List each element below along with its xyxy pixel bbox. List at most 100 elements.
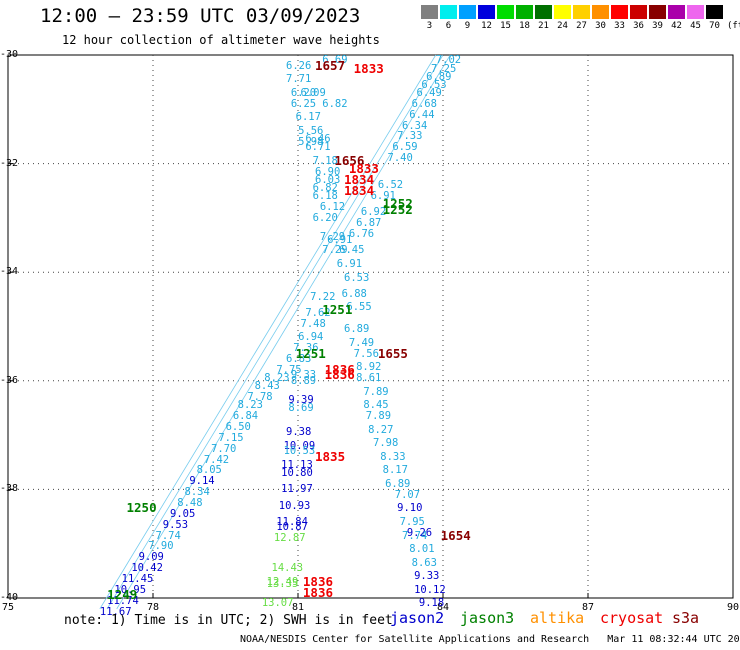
swh-value-label: 11.74 bbox=[107, 594, 139, 607]
swh-value-label: 9.33 bbox=[290, 369, 317, 382]
swh-value-label: 8.69 bbox=[288, 401, 314, 414]
swh-value-label: 10.87 bbox=[276, 521, 308, 534]
swh-value-label: 8.27 bbox=[368, 423, 394, 436]
swh-value-label: 6.12 bbox=[319, 201, 346, 214]
track-band-line bbox=[99, 54, 437, 610]
swh-value-label: 6.49 bbox=[416, 87, 442, 99]
swh-value-label: 6.26 bbox=[286, 59, 312, 72]
swh-value-label: 7.90 bbox=[148, 540, 174, 553]
swh-value-label: 6.89 bbox=[385, 477, 411, 490]
longitude-label: 78 bbox=[147, 602, 160, 613]
pass-time-label: 1656 bbox=[334, 152, 365, 168]
swh-value-label: 9.38 bbox=[286, 426, 312, 439]
legend-label: 70 bbox=[709, 21, 720, 31]
swh-value-label: 7.02 bbox=[435, 54, 462, 67]
satellite-legend-cryosat: cryosat bbox=[600, 609, 664, 627]
swh-value-label: 6.82 bbox=[322, 97, 348, 110]
swh-value-label: 6.53 bbox=[344, 271, 370, 284]
swh-value-label: 6.46 bbox=[305, 133, 331, 146]
legend-label: 30 bbox=[595, 21, 606, 31]
swh-value-label: 5.56 bbox=[298, 125, 324, 138]
swh-value-label: 7.36 bbox=[293, 342, 319, 355]
swh-value-label: 7.49 bbox=[348, 336, 375, 349]
latitude-label: -30 bbox=[0, 49, 19, 60]
swh-value-label: 11.13 bbox=[281, 458, 313, 471]
swh-value-label: 7.56 bbox=[353, 347, 379, 360]
swh-value-label: 6.91 bbox=[336, 258, 363, 271]
note-text: note: 1) Time is in UTC; 2) SWH is in fe… bbox=[64, 613, 393, 628]
swh-value-label: 8.63 bbox=[411, 556, 437, 569]
swh-value-label: 7.78 bbox=[247, 391, 273, 404]
swh-value-label: 9.05 bbox=[170, 507, 196, 520]
legend-label: 27 bbox=[576, 21, 587, 31]
swh-value-label: 6.91 bbox=[370, 190, 396, 203]
legend-swatch bbox=[554, 5, 571, 19]
swh-value-label: 11.45 bbox=[121, 572, 154, 585]
swh-value-label: 7.25 bbox=[431, 62, 457, 75]
pass-time-label: 1836 bbox=[324, 361, 355, 377]
swh-value-label: 7.75 bbox=[276, 363, 302, 376]
swh-value-label: 9.10 bbox=[397, 502, 423, 515]
legend-unit: (ft) bbox=[727, 21, 740, 31]
latitude-label: -32 bbox=[0, 157, 19, 169]
swh-value-label: 6.17 bbox=[295, 111, 321, 124]
swh-value-label: 6.92 bbox=[360, 206, 387, 219]
swh-value-label: 7.15 bbox=[218, 431, 244, 444]
swh-value-label: 13.35 bbox=[266, 578, 299, 591]
swh-value-label: 10.80 bbox=[281, 467, 313, 480]
track-band-line bbox=[106, 54, 444, 610]
pass-time-label: 1834 bbox=[344, 182, 375, 198]
swh-value-label: 6.89 bbox=[426, 70, 452, 83]
swh-value-label: 9.14 bbox=[189, 475, 215, 488]
legend-label: 15 bbox=[500, 21, 511, 31]
pass-time-label: 1252 bbox=[382, 196, 413, 212]
pass-time-label: 1251 bbox=[295, 345, 326, 361]
swh-value-label: 7.29 bbox=[319, 230, 346, 243]
swh-value-label: 11.67 bbox=[99, 605, 132, 618]
swh-value-label: 6.68 bbox=[411, 97, 437, 110]
swh-value-label: 7.74 bbox=[155, 529, 181, 542]
pass-time-label: 1249 bbox=[107, 587, 138, 603]
plot-frame bbox=[7, 54, 734, 599]
swh-value-label: 5.98 bbox=[298, 135, 324, 148]
graticule bbox=[8, 55, 733, 598]
latitude-label: -34 bbox=[0, 266, 19, 278]
latitude-label: -38 bbox=[0, 483, 19, 495]
swh-value-label: 8.05 bbox=[196, 464, 222, 477]
legend-swatch bbox=[516, 5, 533, 19]
swh-value-label: 8.34 bbox=[184, 486, 210, 499]
legend-swatch bbox=[440, 5, 457, 19]
satellite-legend-altika: altika bbox=[530, 609, 585, 627]
swh-value-label: 9.53 bbox=[162, 518, 189, 531]
legend-swatch bbox=[478, 5, 495, 19]
swh-value-label: 10.95 bbox=[114, 583, 147, 596]
pass-time-label: 1833 bbox=[353, 60, 384, 76]
swh-value-label: 6.20 bbox=[312, 211, 338, 224]
pass-time-label: 1654 bbox=[440, 527, 471, 543]
swh-value-label: 6.71 bbox=[305, 141, 331, 154]
longitude-label: 87 bbox=[582, 602, 595, 613]
pass-time-label: 1836 bbox=[324, 367, 355, 383]
swh-value-label: 7.89 bbox=[365, 410, 392, 423]
legend-label: 42 bbox=[671, 21, 682, 31]
swh-value-label: 10.93 bbox=[278, 499, 311, 512]
swh-value-label: 8.45 bbox=[363, 399, 389, 412]
legend-swatch bbox=[592, 5, 609, 19]
swh-value-label: 8.33 bbox=[380, 450, 406, 463]
legend-label: 12 bbox=[481, 21, 492, 31]
swh-value-label: 8.89 bbox=[290, 374, 317, 387]
legend-swatch bbox=[421, 5, 438, 19]
legend-label: 3 bbox=[426, 21, 433, 31]
legend-swatch bbox=[630, 5, 647, 19]
legend-swatch bbox=[535, 5, 552, 19]
map-subtitle: 12 hour collection of altimeter wave hei… bbox=[62, 33, 380, 47]
swh-value-label: 7.71 bbox=[286, 73, 312, 86]
longitude-label: 84 bbox=[437, 602, 450, 613]
legend-label: 18 bbox=[519, 21, 530, 31]
swh-value-label: 7.29 bbox=[322, 244, 348, 257]
legend-swatch bbox=[649, 5, 666, 19]
swh-value-label: 6.45 bbox=[339, 244, 365, 257]
swh-value-label: 6.83 bbox=[286, 353, 312, 366]
longitude-label: 75 bbox=[2, 602, 15, 613]
map-title: 12:00 – 23:59 UTC 03/09/2023 bbox=[40, 5, 361, 27]
